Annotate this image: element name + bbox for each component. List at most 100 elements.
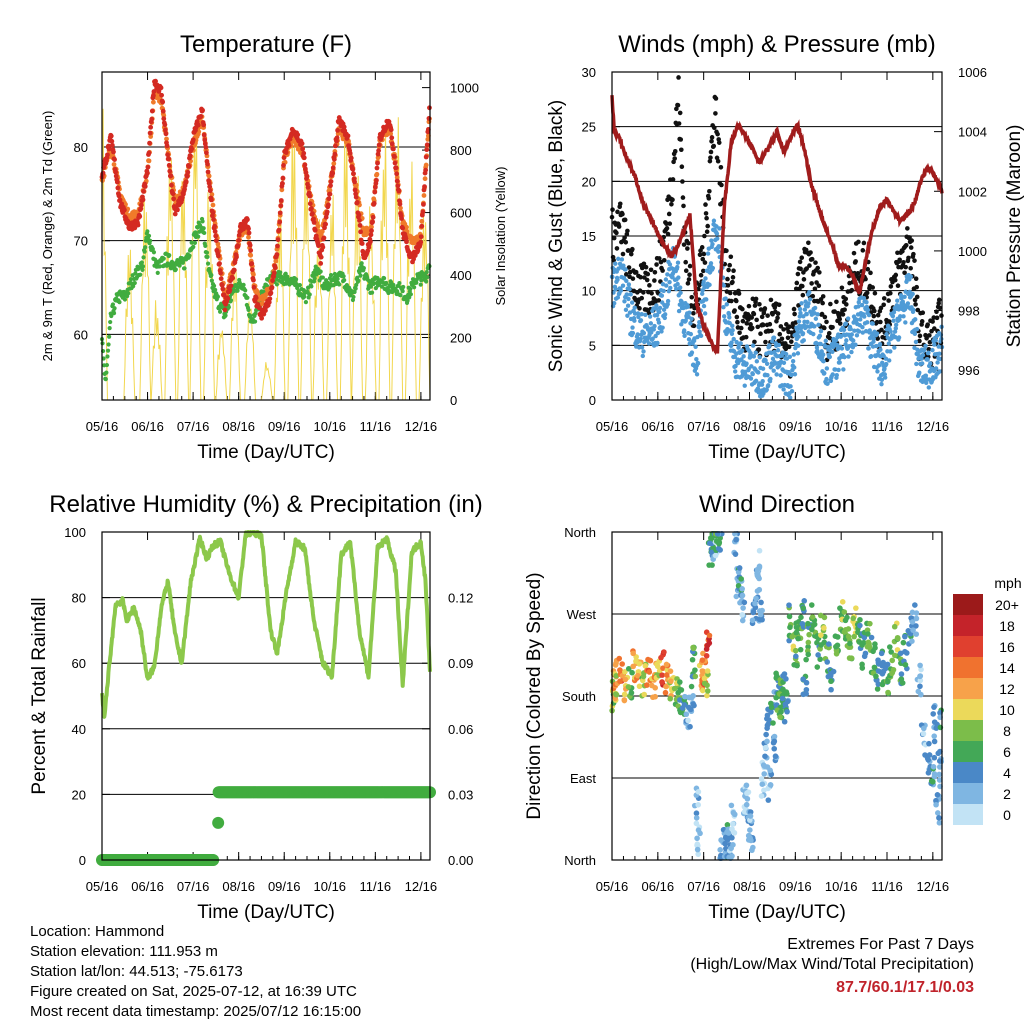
speed-legend-swatch (953, 699, 983, 720)
temperature-point (323, 221, 328, 227)
temperature-point (357, 222, 363, 228)
direction-point (628, 690, 635, 696)
direction-point (736, 565, 743, 571)
direction-point (878, 650, 885, 657)
direction-point (699, 687, 706, 694)
temperature-point (360, 248, 366, 254)
gust-point (697, 252, 703, 258)
gust-point (767, 321, 773, 327)
temperature-point (184, 173, 190, 179)
temperature-point (104, 370, 109, 375)
direction-point (879, 670, 886, 677)
direction-point (779, 695, 786, 702)
direction-point (917, 662, 923, 669)
winds-ytick-label: 20 (582, 174, 596, 189)
temperature-point (318, 254, 324, 260)
temperature-point (318, 260, 324, 266)
wind-point (830, 372, 835, 377)
gust-point (676, 75, 681, 80)
temperature-point (104, 362, 110, 368)
temperature-point (128, 277, 134, 282)
temperature-point (302, 166, 308, 172)
direction-point (663, 661, 670, 668)
wind-point (933, 338, 938, 343)
temperature-ylabel-right: Solar Insolation (Yellow) (493, 167, 508, 306)
temperature-point (147, 140, 152, 146)
wind-point (613, 261, 618, 266)
temperature-ytick-right-label: 400 (450, 268, 472, 283)
temperature-point (141, 188, 146, 194)
temperature-point (341, 124, 347, 130)
direction-point (889, 657, 896, 664)
wind-point (928, 361, 933, 366)
temperature-point (275, 237, 281, 243)
direction-point (732, 551, 739, 557)
direction-point (768, 700, 774, 707)
wind-point (638, 318, 644, 323)
direction-point (630, 663, 636, 670)
wind-point (638, 336, 643, 342)
direction-point (687, 723, 693, 730)
gust-point (698, 272, 704, 278)
wind-point (714, 231, 720, 236)
gust-point (704, 229, 710, 234)
wind-point (854, 333, 860, 338)
temperature-point (204, 250, 210, 255)
wind-point (903, 320, 908, 325)
temperature-point (207, 184, 213, 190)
direction-point (728, 845, 734, 852)
gust-point (727, 262, 732, 268)
gust-point (691, 310, 696, 316)
temperature-point (186, 163, 192, 169)
gust-point (785, 335, 791, 341)
gust-point (681, 242, 687, 247)
gust-point (870, 285, 875, 290)
temperature-point (419, 223, 425, 229)
gust-point (806, 240, 811, 246)
gust-point (699, 245, 705, 250)
wind-point (768, 376, 773, 382)
direction-point (909, 638, 915, 644)
wind-point (741, 354, 746, 359)
gust-point (768, 297, 774, 303)
gust-point (729, 298, 734, 304)
direction-point (891, 623, 898, 630)
gust-point (936, 300, 941, 306)
temperature-point (182, 266, 187, 271)
temperature-point (150, 93, 156, 98)
direction-point (747, 813, 754, 819)
station-latlon: Station lat/lon: 44.513; -75.6173 (30, 963, 243, 980)
temperature-point (395, 289, 400, 294)
direction-title: Wind Direction (699, 491, 855, 518)
winds-ylabel-right: Station Pressure (Maroon) (1004, 125, 1024, 348)
winds-xtick-label: 08/16 (733, 419, 766, 434)
speed-legend-swatch (953, 615, 983, 636)
temperature-point (248, 252, 254, 258)
wind-point (685, 304, 691, 309)
temperature-point (228, 283, 234, 289)
direction-point (730, 821, 736, 827)
gust-point (868, 270, 873, 276)
temperature-point (132, 280, 137, 286)
gust-point (775, 315, 780, 321)
temperature-point (251, 277, 256, 283)
direction-point (671, 685, 678, 692)
wind-point (792, 365, 797, 370)
wind-point (675, 260, 681, 265)
gust-point (730, 279, 735, 285)
direction-point (848, 655, 855, 661)
gust-point (913, 276, 919, 282)
direction-point (731, 830, 738, 836)
temperature-point (418, 239, 424, 245)
gust-point (903, 242, 909, 248)
direction-point (621, 697, 628, 704)
temperature-point (139, 260, 145, 265)
direction-point (818, 632, 824, 638)
gust-point (752, 303, 758, 308)
gust-point (677, 110, 683, 116)
gust-point (897, 257, 902, 263)
temperature-xtick-label: 06/16 (131, 419, 164, 434)
humidity-ylabel-left: Percent & Total Rainfall (29, 597, 50, 794)
wind-point (694, 372, 700, 377)
wind-point (888, 329, 893, 334)
